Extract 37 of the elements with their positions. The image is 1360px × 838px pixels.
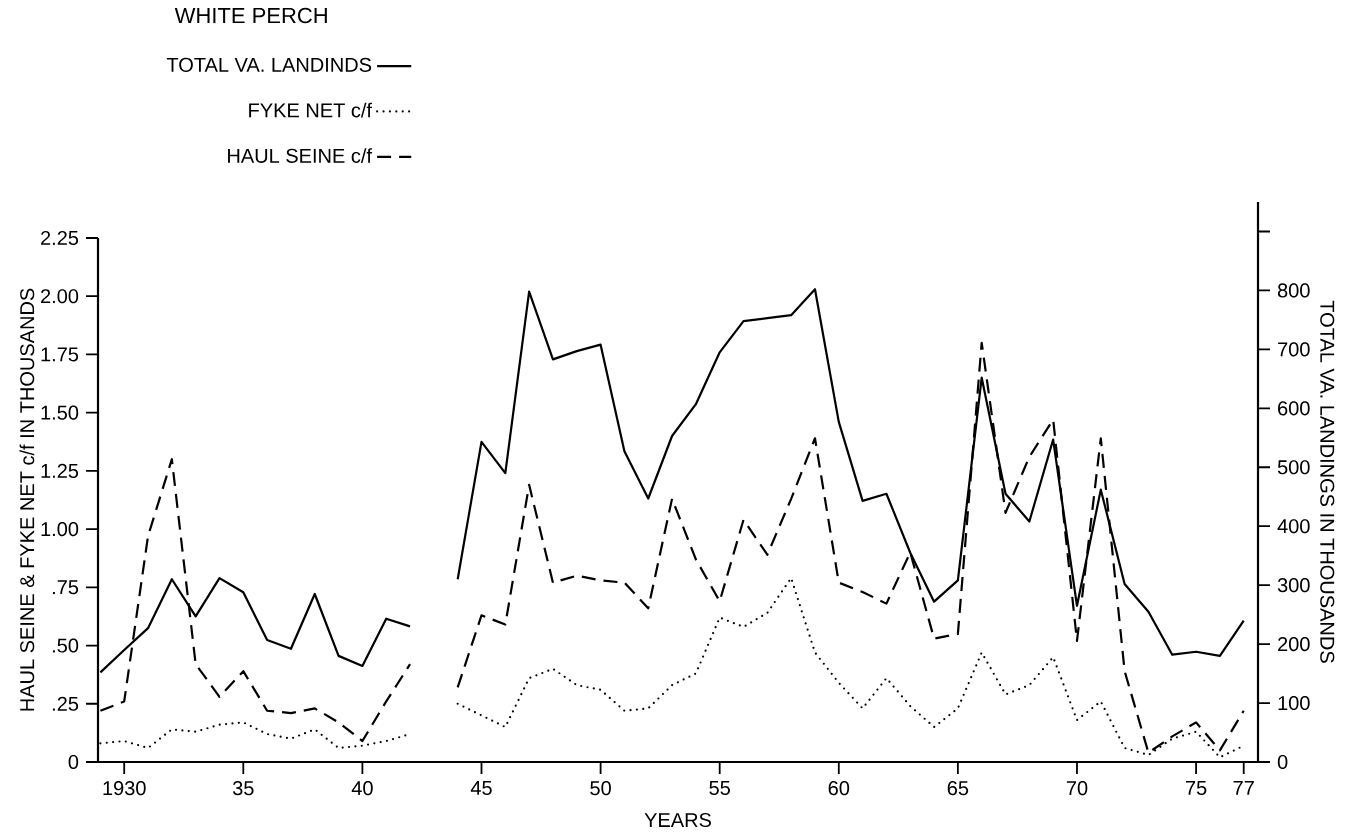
- y-tick-label: 1.25: [41, 463, 79, 478]
- y-tick-label: 1.75: [41, 347, 79, 362]
- x-tick-label: 60: [828, 781, 850, 796]
- x-tick-label: 40: [351, 781, 373, 796]
- y-tick-label: .25: [52, 696, 79, 711]
- y2-axis-title: TOTAL VA. LANDINGS IN THOUSANDS: [1320, 300, 1335, 663]
- x-axis-title: YEARS: [644, 812, 711, 828]
- y-axis-title: HAUL SEINE & FYKE NET c/f IN THOUSANDS: [19, 288, 35, 711]
- y-tick-label: .75: [52, 580, 79, 595]
- y-tick-label: 0: [68, 754, 79, 770]
- x-tick-label: 75: [1185, 781, 1207, 795]
- x-tick-label: 55: [709, 781, 730, 795]
- y-tick-label: 2.00: [41, 289, 79, 304]
- y2-tick-label: 700: [1278, 342, 1310, 357]
- y2-tick-label: 400: [1277, 519, 1310, 534]
- y2-tick-label: 200: [1278, 637, 1310, 652]
- y2-tick-label: 600: [1278, 401, 1310, 416]
- y2-tick-label: 100: [1278, 695, 1310, 711]
- chart-title: WHITE PERCH: [174, 7, 327, 24]
- legend-label: FYKE NET c/f: [249, 102, 373, 118]
- y-tick-label: 2.25: [41, 230, 79, 246]
- x-tick-label: 77: [1233, 781, 1254, 795]
- legend-label: HAUL SEINE c/f: [228, 148, 373, 163]
- x-tick-label: 35: [232, 781, 254, 796]
- y-tick-label: 1.00: [41, 522, 79, 537]
- x-tick-label: 70: [1066, 781, 1088, 796]
- y2-tick-label: 500: [1277, 460, 1310, 475]
- y2-tick-label: 0: [1277, 754, 1288, 770]
- y-tick-label: 1.50: [41, 405, 79, 420]
- y2-tick-label: 300: [1277, 578, 1310, 593]
- x-tick-label: 1930: [103, 781, 146, 796]
- legend-label: TOTAL VA. LANDINDS: [166, 57, 372, 72]
- x-tick-label: 65: [947, 781, 969, 796]
- x-tick-label: 45: [470, 781, 492, 795]
- y-tick-label: .50: [52, 638, 79, 653]
- y2-tick-label: 800: [1277, 283, 1310, 298]
- x-tick-label: 50: [590, 781, 611, 796]
